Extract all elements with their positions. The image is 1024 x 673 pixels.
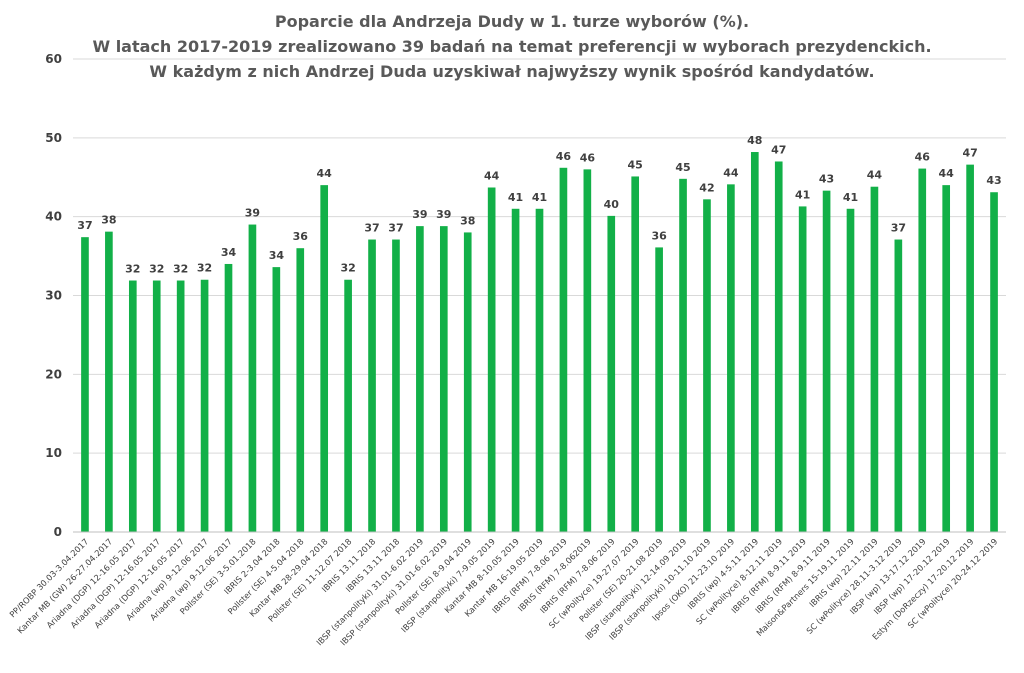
- bar: [320, 185, 329, 532]
- data-label: 37: [388, 222, 403, 235]
- bar: [631, 176, 640, 532]
- chart-title-line-2: W latach 2017-2019 zrealizowano 39 badań…: [92, 37, 931, 56]
- data-label: 43: [819, 173, 834, 186]
- bar: [607, 215, 616, 532]
- data-label: 44: [484, 169, 500, 182]
- data-label: 38: [460, 214, 475, 227]
- data-label: 37: [77, 219, 92, 232]
- data-label: 32: [173, 263, 188, 276]
- bar: [105, 231, 113, 532]
- bar: [463, 232, 472, 532]
- bar: [727, 184, 735, 532]
- y-axis-tick-labels: 0 10 20 30 40 50 60: [45, 52, 62, 539]
- bar: [535, 208, 544, 533]
- chart-title-line-3: W każdym z nich Andrzej Duda uzyskiwał n…: [149, 62, 874, 81]
- data-label: 44: [939, 167, 955, 180]
- y-tick-label: 50: [45, 131, 62, 145]
- y-tick-label: 60: [45, 52, 62, 66]
- data-label: 37: [891, 222, 906, 235]
- data-label: 39: [412, 208, 427, 221]
- data-label: 46: [580, 151, 596, 164]
- data-label: 44: [867, 169, 883, 182]
- bar: [774, 161, 783, 532]
- data-label: 45: [675, 161, 690, 174]
- chart-title-line-1: Poparcie dla Andrzeja Dudy w 1. turze wy…: [275, 12, 749, 31]
- bar: [368, 239, 376, 533]
- data-label: 36: [651, 229, 667, 242]
- bar: [703, 199, 711, 532]
- data-label: 37: [364, 222, 379, 235]
- bar: [272, 267, 281, 532]
- bar: [392, 239, 400, 533]
- bar: [990, 192, 998, 532]
- bar: [750, 152, 759, 533]
- data-label: 40: [604, 198, 620, 211]
- bar: [942, 185, 951, 532]
- data-label: 38: [101, 214, 116, 227]
- bar: [344, 279, 352, 532]
- data-label: 47: [771, 143, 786, 156]
- y-tick-label: 0: [54, 525, 62, 539]
- y-tick-label: 20: [45, 367, 62, 381]
- data-label: 32: [197, 262, 212, 275]
- data-label: 34: [269, 249, 285, 262]
- data-label: 41: [843, 191, 858, 204]
- bar: [870, 186, 879, 532]
- data-label: 41: [795, 188, 810, 201]
- data-label: 34: [221, 246, 237, 259]
- data-label: 46: [915, 151, 931, 164]
- data-label: 41: [532, 191, 547, 204]
- data-label: 46: [556, 150, 572, 163]
- bar: [846, 208, 855, 533]
- data-label: 43: [986, 174, 1001, 187]
- bars: [81, 152, 998, 533]
- bar: [511, 208, 520, 533]
- data-label: 32: [149, 263, 164, 276]
- bar: [559, 167, 568, 533]
- bar: [128, 280, 137, 532]
- data-label: 39: [245, 207, 260, 220]
- data-label: 48: [747, 134, 762, 147]
- data-label: 41: [508, 191, 523, 204]
- bar: [176, 280, 185, 532]
- data-label: 44: [317, 167, 333, 180]
- data-label: 36: [293, 230, 309, 243]
- bar: [224, 263, 233, 532]
- bar: [798, 206, 807, 532]
- bar: [439, 226, 448, 533]
- bar: [822, 190, 831, 532]
- data-label: 32: [125, 263, 140, 276]
- y-tick-label: 30: [45, 289, 62, 303]
- bar: [966, 164, 974, 533]
- data-label: 39: [436, 208, 451, 221]
- data-label: 42: [699, 181, 714, 194]
- bar: [918, 168, 927, 532]
- bar: [583, 169, 592, 532]
- y-tick-label: 10: [45, 446, 62, 460]
- y-tick-label: 40: [45, 210, 62, 224]
- bar: [894, 239, 903, 533]
- bar: [152, 280, 161, 532]
- bar: [679, 178, 687, 532]
- data-label: 32: [340, 262, 355, 275]
- bar: [416, 226, 424, 533]
- data-label: 45: [628, 158, 643, 171]
- data-label: 44: [723, 166, 739, 179]
- data-label: 47: [962, 147, 977, 160]
- bar: [200, 279, 209, 532]
- bar: [248, 224, 257, 533]
- data-labels: 37 38 32 32 32 32 34 39 34 36 44 32 37 37 39 39 38 44 41 41…: [77, 134, 1001, 275]
- bar: [487, 187, 496, 532]
- bar: [655, 247, 663, 532]
- chart-title: Poparcie dla Andrzeja Dudy w 1. turze wy…: [92, 12, 931, 81]
- bar: [81, 237, 89, 532]
- bar: [296, 248, 305, 532]
